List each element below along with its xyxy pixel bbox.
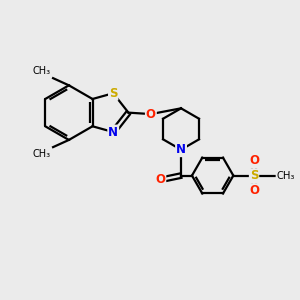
Text: CH₃: CH₃ <box>276 171 295 181</box>
Text: S: S <box>109 87 118 100</box>
Text: N: N <box>176 143 186 156</box>
Text: N: N <box>108 125 118 139</box>
Text: O: O <box>249 184 259 197</box>
Text: O: O <box>249 154 259 167</box>
Text: S: S <box>250 169 258 182</box>
Text: CH₃: CH₃ <box>32 66 50 76</box>
Text: O: O <box>155 173 165 186</box>
Text: O: O <box>146 108 156 121</box>
Text: CH₃: CH₃ <box>32 149 50 159</box>
